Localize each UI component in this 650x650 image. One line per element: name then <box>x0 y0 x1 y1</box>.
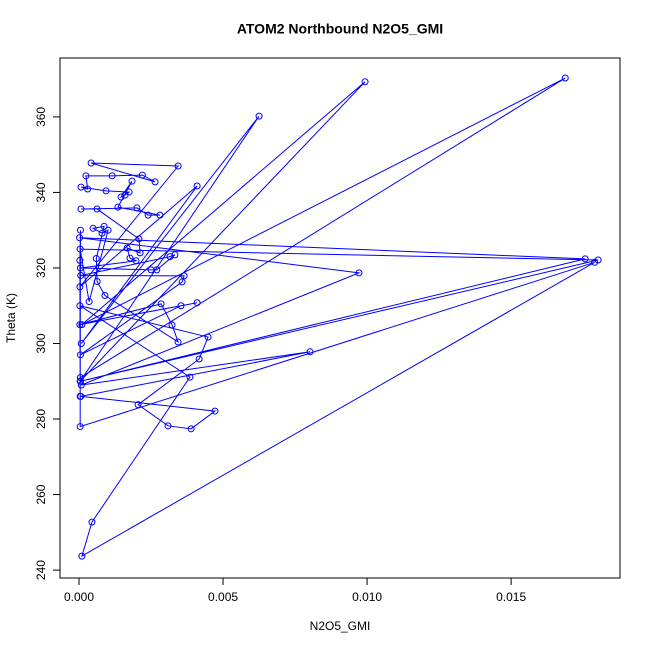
data-point <box>180 272 188 280</box>
data-point <box>76 351 84 359</box>
data-point <box>594 256 602 264</box>
data-point <box>114 203 122 211</box>
data-point <box>153 266 161 274</box>
data-point <box>134 401 142 409</box>
data-point <box>76 256 84 264</box>
data-point <box>361 78 369 86</box>
data-point <box>195 355 203 363</box>
data-point <box>76 392 84 400</box>
data-point <box>166 253 174 261</box>
data-point <box>93 205 101 213</box>
y-tick-label: 320 <box>34 258 48 278</box>
data-point <box>306 348 314 356</box>
y-tick-label: 280 <box>34 409 48 429</box>
data-point <box>591 258 599 266</box>
data-point <box>117 193 125 201</box>
data-point <box>132 257 140 265</box>
x-tick-label: 0.010 <box>352 590 382 604</box>
y-axis-label: Theta (K) <box>4 293 18 343</box>
data-point <box>77 381 85 389</box>
y-tick-label: 260 <box>34 484 48 504</box>
data-point <box>76 423 84 431</box>
y-tick-label: 360 <box>34 107 48 127</box>
x-tick-label: 0.005 <box>208 590 238 604</box>
data-point <box>178 278 186 286</box>
x-tick-label: 0.000 <box>64 590 94 604</box>
data-point <box>133 204 141 212</box>
data-point <box>164 422 172 430</box>
data-point <box>82 172 90 180</box>
data-point <box>581 255 589 263</box>
y-tick-label: 300 <box>34 333 48 353</box>
data-point <box>561 74 569 82</box>
data-point <box>77 183 85 191</box>
data-point <box>76 321 84 329</box>
data-point <box>151 178 159 186</box>
data-point <box>355 269 363 277</box>
data-point <box>100 222 108 230</box>
data-point <box>76 302 84 310</box>
data-point <box>187 425 195 433</box>
data-point <box>77 339 85 347</box>
data-point <box>76 234 84 242</box>
data-point <box>102 187 110 195</box>
data-point <box>193 182 201 190</box>
data-point <box>78 552 86 560</box>
data-point <box>204 333 212 341</box>
data-point <box>144 211 152 219</box>
data-point <box>85 298 93 306</box>
data-point <box>101 292 109 300</box>
data-point <box>76 373 84 381</box>
x-tick-label: 0.015 <box>496 590 526 604</box>
data-point <box>157 300 165 308</box>
data-point <box>128 177 136 185</box>
data-point <box>108 172 116 180</box>
data-point <box>174 338 182 346</box>
data-point <box>121 191 129 199</box>
data-point <box>76 283 84 291</box>
data-point <box>88 518 96 526</box>
data-point <box>89 224 97 232</box>
data-point <box>174 162 182 170</box>
data-point <box>193 299 201 307</box>
data-point <box>76 226 84 234</box>
x-axis-label: N2O5_GMI <box>310 619 371 633</box>
data-point <box>78 321 86 329</box>
data-point <box>84 185 92 193</box>
data-point <box>87 159 95 167</box>
data-point <box>168 321 176 329</box>
data-point <box>126 254 134 262</box>
data-point <box>123 244 131 252</box>
data-point <box>186 373 194 381</box>
plot-frame <box>59 57 621 579</box>
data-point <box>136 249 144 257</box>
data-point <box>211 407 219 415</box>
y-tick-label: 240 <box>34 560 48 580</box>
series-line <box>79 77 599 558</box>
data-point <box>76 245 84 253</box>
data-point <box>77 272 85 280</box>
data-point <box>76 377 84 385</box>
data-point <box>93 278 101 286</box>
chart-title: ATOM2 Northbound N2O5_GMI <box>237 21 443 37</box>
data-point <box>156 211 164 219</box>
data-point <box>255 112 263 120</box>
y-tick-label: 340 <box>34 182 48 202</box>
data-point <box>77 205 85 213</box>
data-point <box>138 171 146 179</box>
data-point <box>98 229 106 237</box>
data-point <box>92 255 100 263</box>
data-point <box>76 264 84 272</box>
data-point <box>177 302 185 310</box>
data-point <box>135 235 143 243</box>
data-point <box>104 226 112 234</box>
